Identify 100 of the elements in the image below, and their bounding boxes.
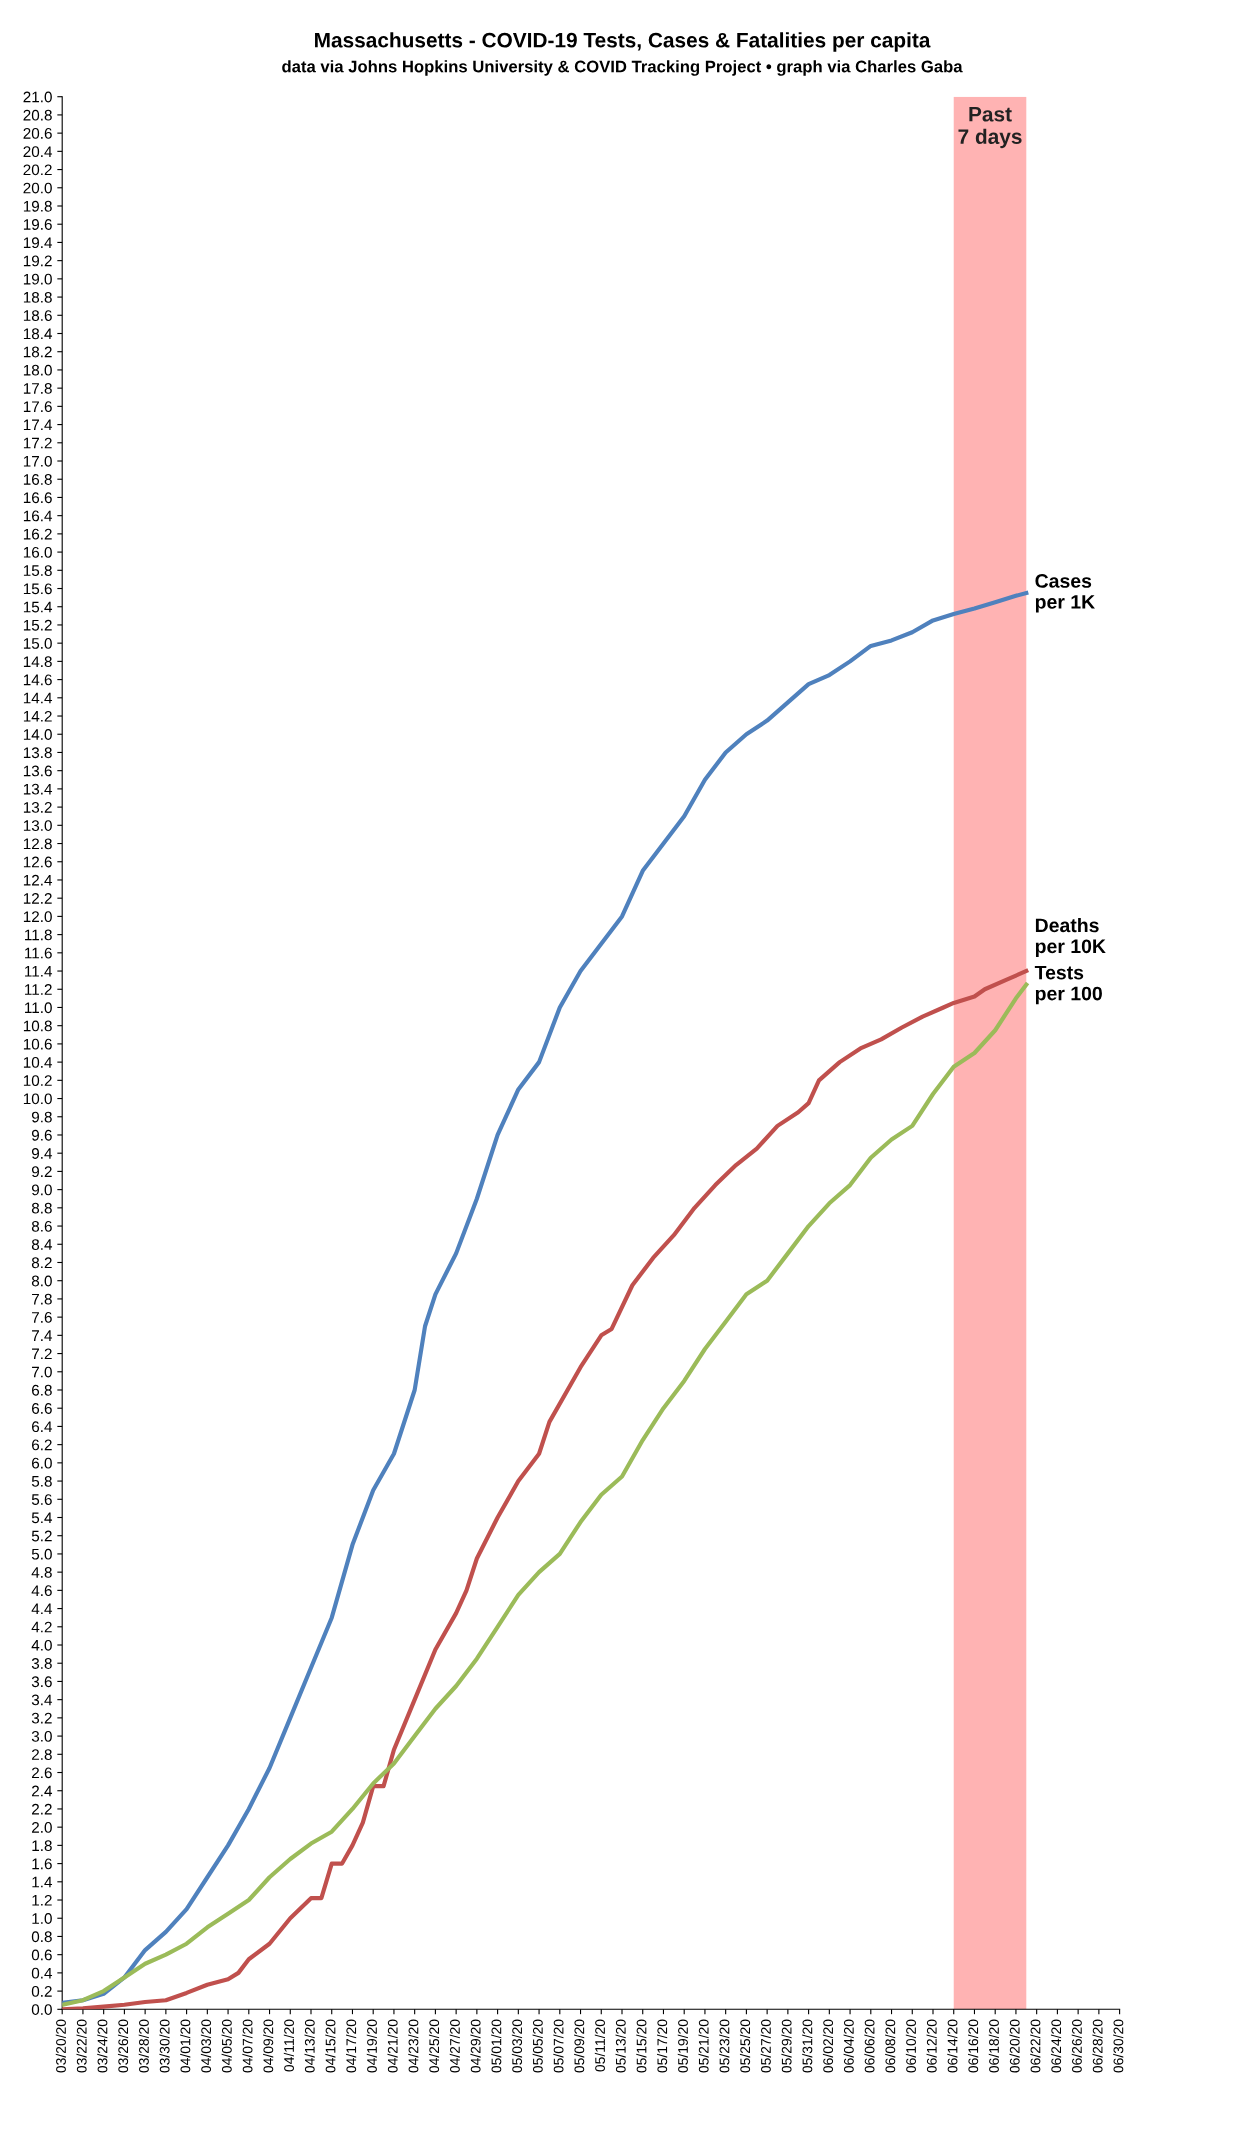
y-tick-label: 17.4 bbox=[23, 419, 53, 431]
x-tick-label: 06/02/20 bbox=[822, 2019, 834, 2073]
series-label: Tests per 100 bbox=[1034, 965, 1102, 1005]
y-tick-label: 12.4 bbox=[23, 874, 53, 886]
y-tick-label: 8.4 bbox=[31, 1239, 53, 1250]
y-tick-label: 7.8 bbox=[32, 1293, 52, 1305]
y-tick-label: 15.0 bbox=[23, 638, 52, 649]
x-tick-label: 04/23/20 bbox=[408, 2019, 419, 2073]
y-tick-label: 17.8 bbox=[23, 383, 52, 394]
x-tick-label: 03/28/20 bbox=[138, 2019, 149, 2073]
x-tick-label: 05/19/20 bbox=[677, 2019, 688, 2073]
y-tick-label: 19.2 bbox=[23, 255, 52, 267]
x-tick-label: 04/01/20 bbox=[180, 2019, 191, 2073]
y-tick-label: 13.4 bbox=[23, 783, 53, 795]
y-tick-label: 20.8 bbox=[23, 109, 52, 121]
y-tick-label: 2.4 bbox=[32, 1785, 53, 1797]
x-tick-label: 06/04/20 bbox=[843, 2019, 854, 2073]
y-tick-label: 2.0 bbox=[32, 1822, 52, 1833]
y-tick-label: 11.6 bbox=[25, 947, 52, 959]
y-tick-label: 15.6 bbox=[23, 583, 52, 595]
x-tick-label: 04/27/20 bbox=[449, 2019, 460, 2073]
y-tick-label: 10.8 bbox=[23, 1020, 52, 1032]
x-tick-label: 06/18/20 bbox=[988, 2019, 999, 2073]
y-tick-label: 10.4 bbox=[23, 1056, 53, 1068]
y-tick-label: 9.8 bbox=[31, 1111, 52, 1123]
y-tick-label: 18.0 bbox=[23, 364, 52, 376]
y-tick-label: 0.8 bbox=[31, 1931, 52, 1943]
y-tick-label: 2.2 bbox=[32, 1803, 52, 1815]
x-tick-label: 05/29/20 bbox=[781, 2019, 792, 2073]
x-tick-label: 06/24/20 bbox=[1050, 2019, 1062, 2073]
y-tick-label: 2.6 bbox=[32, 1767, 52, 1779]
y-tick-label: 15.2 bbox=[23, 619, 52, 631]
y-tick-label: 10.6 bbox=[23, 1038, 52, 1050]
band-label: Past 7 days bbox=[958, 107, 1022, 149]
x-tick-label: 06/28/20 bbox=[1092, 2019, 1103, 2073]
y-tick-label: 5.4 bbox=[31, 1512, 53, 1524]
x-tick-label: 03/22/20 bbox=[76, 2019, 87, 2073]
x-tick-label: 06/20/20 bbox=[1009, 2019, 1020, 2073]
y-tick-label: 7.6 bbox=[32, 1312, 52, 1323]
y-tick-label: 11.0 bbox=[25, 1002, 52, 1014]
x-tick-label: 04/05/20 bbox=[221, 2019, 232, 2073]
y-tick-label: 10.2 bbox=[23, 1075, 52, 1087]
y-tick-label: 0.2 bbox=[31, 1985, 52, 1997]
y-tick-label: 3.4 bbox=[31, 1694, 53, 1706]
x-tick-label: 06/10/20 bbox=[905, 2019, 916, 2073]
y-tick-label: 0.0 bbox=[31, 2004, 52, 2015]
y-tick-label: 19.4 bbox=[23, 237, 53, 249]
y-tick-label: 17.0 bbox=[23, 455, 52, 467]
y-tick-label: 1.2 bbox=[32, 1894, 52, 1906]
y-tick-label: 11.8 bbox=[25, 929, 52, 941]
x-tick-label: 04/17/20 bbox=[345, 2019, 357, 2073]
y-tick-label: 7.0 bbox=[32, 1366, 52, 1378]
y-tick-label: 7.4 bbox=[32, 1330, 53, 1341]
y-tick-label: 20.4 bbox=[23, 146, 53, 158]
x-tick-label: 05/13/20 bbox=[615, 2019, 626, 2073]
x-tick-label: 06/06/20 bbox=[864, 2019, 875, 2073]
y-tick-label: 17.6 bbox=[23, 401, 52, 413]
y-tick-label: 5.8 bbox=[31, 1475, 52, 1487]
x-tick-label: 05/17/20 bbox=[656, 2019, 668, 2073]
y-tick-label: 5.6 bbox=[31, 1494, 52, 1505]
x-tick-label: 03/20/20 bbox=[55, 2019, 66, 2073]
y-tick-label: 4.2 bbox=[31, 1621, 52, 1633]
x-tick-label: 06/30/20 bbox=[1113, 2019, 1124, 2073]
y-tick-label: 4.4 bbox=[31, 1603, 53, 1615]
x-tick-label: 04/25/20 bbox=[428, 2019, 440, 2073]
y-tick-label: 3.0 bbox=[31, 1730, 52, 1742]
y-tick-label: 16.6 bbox=[23, 492, 52, 504]
y-tick-label: 5.2 bbox=[31, 1530, 52, 1542]
y-tick-label: 15.4 bbox=[23, 601, 53, 613]
x-tick-label: 05/01/20 bbox=[491, 2019, 502, 2073]
y-tick-label: 9.4 bbox=[31, 1148, 53, 1159]
y-tick-label: 9.6 bbox=[31, 1129, 52, 1141]
y-tick-label: 6.0 bbox=[32, 1457, 52, 1469]
x-tick-label: 05/11/20 bbox=[594, 2019, 605, 2072]
y-tick-label: 8.8 bbox=[31, 1202, 52, 1214]
x-tick-label: 06/22/20 bbox=[1030, 2019, 1041, 2073]
x-tick-label: 06/16/20 bbox=[967, 2019, 979, 2073]
x-tick-label: 03/24/20 bbox=[97, 2019, 108, 2073]
x-tick-label: 06/12/20 bbox=[926, 2019, 937, 2073]
y-tick-label: 8.6 bbox=[31, 1220, 52, 1232]
x-tick-label: 05/05/20 bbox=[532, 2019, 543, 2073]
y-tick-label: 4.6 bbox=[31, 1585, 52, 1597]
y-tick-label: 1.0 bbox=[32, 1913, 52, 1924]
x-tick-label: 04/11/20 bbox=[283, 2019, 294, 2072]
x-tick-label: 05/21/20 bbox=[698, 2019, 709, 2073]
y-tick-label: 6.4 bbox=[32, 1421, 53, 1433]
x-tick-label: 03/30/20 bbox=[159, 2019, 170, 2073]
y-tick-label: 12.6 bbox=[23, 856, 52, 868]
x-tick-label: 05/31/20 bbox=[802, 2019, 813, 2073]
y-tick-label: 6.8 bbox=[32, 1384, 52, 1396]
x-tick-label: 05/15/20 bbox=[636, 2019, 647, 2073]
y-tick-label: 14.4 bbox=[23, 692, 53, 704]
series-label: Deaths per 10K bbox=[1035, 917, 1106, 958]
chart-subtitle: data via Johns Hopkins University & COVID Tracking Project • graph via Charles Gaba bbox=[282, 60, 963, 76]
y-tick-label: 2.8 bbox=[32, 1749, 52, 1760]
y-tick-label: 19.8 bbox=[23, 200, 52, 212]
y-tick-label: 18.2 bbox=[23, 346, 52, 358]
y-tick-label: 11.4 bbox=[25, 966, 53, 977]
y-tick-label: 9.2 bbox=[31, 1166, 52, 1178]
y-tick-label: 19.0 bbox=[23, 273, 52, 285]
